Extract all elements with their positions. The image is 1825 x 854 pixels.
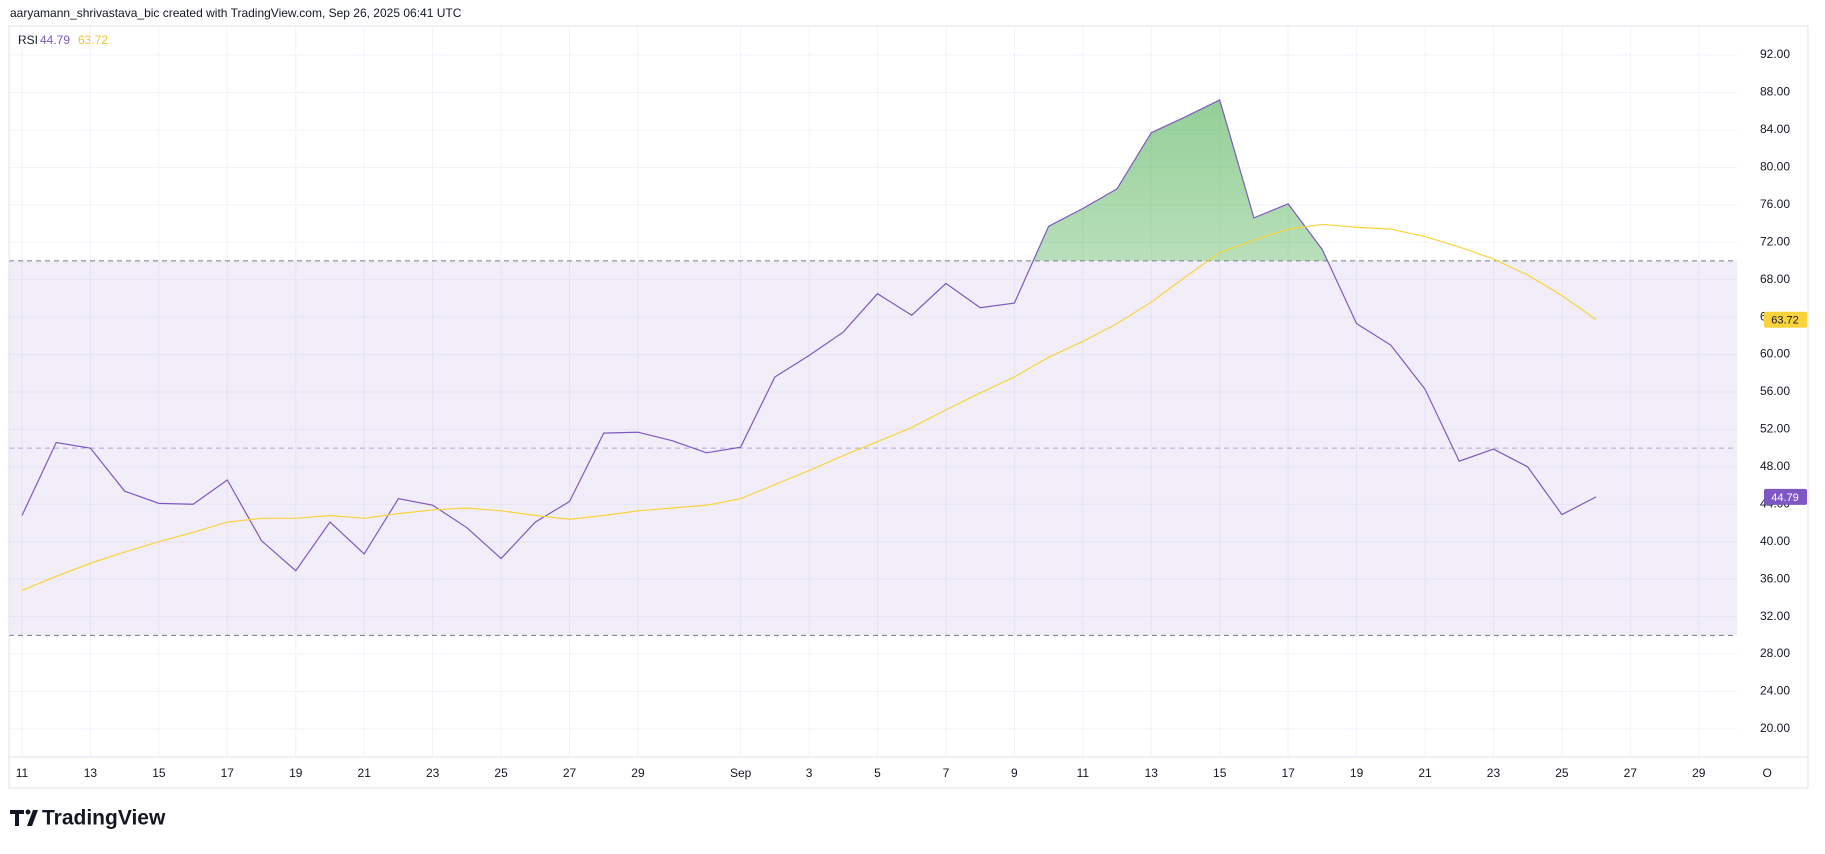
y-tick-label: 84.00 <box>1760 122 1790 136</box>
last-value-tag <box>1764 311 1807 328</box>
y-tick-label: 92.00 <box>1760 47 1790 61</box>
x-tick-label: 13 <box>84 766 98 780</box>
indicator-name: RSI <box>18 33 38 47</box>
x-tick-label: 25 <box>494 766 508 780</box>
x-tick-label: Sep <box>730 766 752 780</box>
logo-dot <box>25 809 31 815</box>
x-tick-label: 27 <box>1624 766 1638 780</box>
x-tick-label: 21 <box>358 766 372 780</box>
y-tick-label: 68.00 <box>1760 272 1790 286</box>
series-line <box>21 99 1597 572</box>
x-tick-label: 11 <box>1077 766 1090 780</box>
y-tick-label: 72.00 <box>1760 234 1790 248</box>
overbought-fill <box>1033 99 1328 261</box>
x-tick-label: 27 <box>563 766 577 780</box>
x-tick-label: 29 <box>631 766 645 780</box>
y-tick-label: 88.00 <box>1760 85 1790 99</box>
series-line <box>21 223 1597 591</box>
x-tick-label: 17 <box>1281 766 1295 780</box>
x-tick-label: 19 <box>1350 766 1364 780</box>
logo: TradingView <box>10 807 166 830</box>
y-tick-label: 52.00 <box>1760 422 1790 436</box>
x-tick-label: 29 <box>1692 766 1706 780</box>
rsi-value: 44.79 <box>40 33 70 47</box>
x-tick-label: 21 <box>1418 766 1432 780</box>
x-tick-label: 15 <box>1213 766 1227 780</box>
attribution: aaryamann_shrivastava_bic created with T… <box>10 6 462 20</box>
x-tick-label: O <box>1763 766 1772 780</box>
y-tick-label: 80.00 <box>1760 160 1790 174</box>
y-tick-label: 32.00 <box>1760 609 1790 623</box>
y-tick-label: 36.00 <box>1760 571 1790 585</box>
x-tick-label: 7 <box>943 766 950 780</box>
y-tick-label: 40.00 <box>1760 534 1790 548</box>
x-tick-label: 11 <box>16 766 29 780</box>
y-tick-label: 76.00 <box>1760 197 1790 211</box>
y-tick-label: 20.00 <box>1760 721 1790 735</box>
last-value-label: 44.79 <box>1771 492 1799 504</box>
x-tick-label: 25 <box>1555 766 1569 780</box>
x-tick-label: 15 <box>152 766 166 780</box>
last-value-label: 63.72 <box>1771 315 1799 327</box>
y-tick-label: 24.00 <box>1760 684 1790 698</box>
logo-icon <box>10 810 38 826</box>
x-tick-label: 3 <box>806 766 813 780</box>
x-tick-label: 17 <box>221 766 235 780</box>
x-tick-label: 23 <box>426 766 440 780</box>
brand: TradingView <box>42 807 166 830</box>
ma-value: 63.72 <box>78 33 108 47</box>
y-tick-label: 28.00 <box>1760 646 1790 660</box>
last-value-tag <box>1764 488 1807 505</box>
x-tick-label: 13 <box>1145 766 1159 780</box>
y-tick-label: 56.00 <box>1760 384 1790 398</box>
x-tick-label: 5 <box>874 766 881 780</box>
y-tick-label: 48.00 <box>1760 459 1790 473</box>
x-tick-label: 19 <box>289 766 303 780</box>
plot-border <box>8 25 1809 789</box>
y-tick-label: 60.00 <box>1760 347 1790 361</box>
x-tick-label: 23 <box>1487 766 1501 780</box>
x-tick-label: 9 <box>1011 766 1018 780</box>
